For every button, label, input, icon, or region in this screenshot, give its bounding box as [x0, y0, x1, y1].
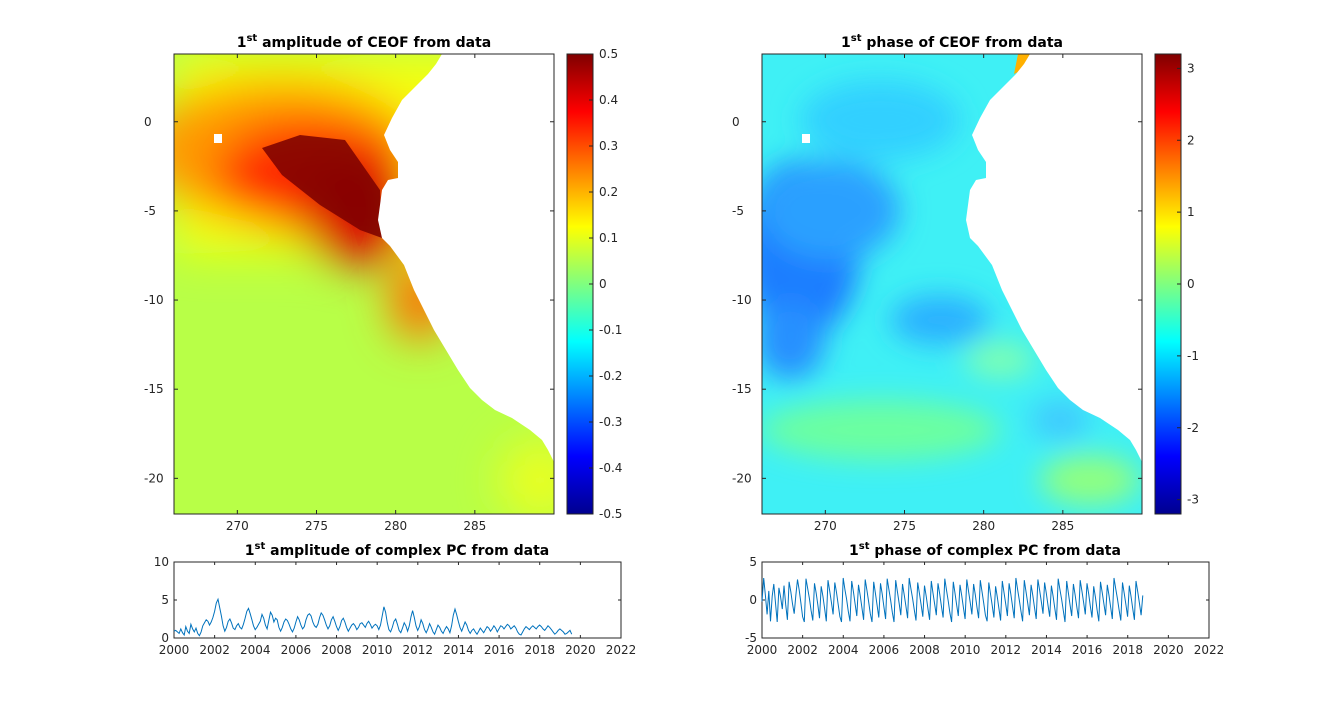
phase-pc-y-tick-label: 0	[749, 593, 757, 607]
amplitude-colorbar-tick-label: 0.2	[599, 185, 618, 199]
amplitude-pc-panel: 1st amplitude of complex PC from data 20…	[154, 541, 637, 657]
amplitude-map-axes: 270 275 280 285 0 -5 -10 -15 -20	[144, 54, 554, 533]
amplitude-pc-x-tick-label: 2000	[159, 643, 190, 657]
phase-colorbar: 3 2 1 0 -1 -2 -3	[1154, 53, 1199, 515]
phase-colorbar-tick-label: 3	[1187, 61, 1195, 75]
amplitude-pc-x-tick-label: 2006	[281, 643, 312, 657]
amplitude-pc-x-tick-label: 2002	[199, 643, 230, 657]
amplitude-pc-title: 1st amplitude of complex PC from data	[245, 541, 549, 559]
phase-map-y-tick-label: -15	[732, 382, 752, 396]
amplitude-map-y-tick-label: -10	[144, 293, 164, 307]
amplitude-map-y-tick-label: 0	[144, 115, 152, 129]
phase-pc-x-tick-label: 2012	[991, 643, 1022, 657]
phase-map-y-tick-label: -5	[732, 204, 744, 218]
amplitude-map-field	[174, 54, 554, 514]
amplitude-colorbar-tick-label: 0.3	[599, 139, 618, 153]
phase-colorbar-tick-label: 2	[1187, 133, 1195, 147]
phase-pc-y-tick-label: -5	[745, 631, 757, 645]
amplitude-map-y-tick-label: -5	[144, 204, 156, 218]
amplitude-colorbar-tick-label: -0.3	[599, 415, 622, 429]
amplitude-pc-x-tick-label: 2004	[240, 643, 271, 657]
amplitude-pc-y-tick-label: 5	[161, 593, 169, 607]
phase-map-panel: 1st phase of CEOF from data 270 275 280 285…	[732, 33, 1199, 533]
phase-pc-panel: 1st phase of complex PC from data 2000 20…	[745, 541, 1224, 657]
phase-colorbar-tick-label: -2	[1187, 421, 1199, 435]
amplitude-pc-frame	[173, 561, 622, 639]
phase-pc-x-tick-label: 2002	[787, 643, 818, 657]
phase-map-y-tick-label: 0	[732, 115, 740, 129]
amplitude-pc-series-line	[173, 597, 573, 637]
amplitude-pc-x-tick-label: 2022	[606, 643, 637, 657]
phase-pc-x-tick-label: 2016	[1072, 643, 1103, 657]
phase-map-x-tick-label: 285	[1051, 519, 1074, 533]
amplitude-pc-x-tick-label: 2016	[484, 643, 515, 657]
phase-map-y-tick-label: -10	[732, 293, 752, 307]
amplitude-pc-x-tick-label: 2018	[524, 643, 555, 657]
amplitude-pc-x-tick-label: 2020	[565, 643, 596, 657]
amplitude-map-x-tick-label: 285	[463, 519, 486, 533]
phase-pc-x-tick-label: 2004	[828, 643, 859, 657]
amplitude-pc-y-tick-label: 0	[161, 631, 169, 645]
amplitude-pc-y-tick-label: 10	[154, 555, 169, 569]
amplitude-map-y-tick-label: -20	[144, 471, 164, 485]
amplitude-map-panel: 1st amplitude of CEOF from data 270 275 28…	[144, 33, 622, 533]
amplitude-colorbar-tick-label: 0.1	[599, 231, 618, 245]
amplitude-colorbar-tick-label: -0.5	[599, 507, 622, 521]
phase-map-field	[762, 54, 1142, 514]
amplitude-colorbar: 0.5 0.4 0.3 0.2 0.1 0 -0.1 -0.2 -0.3 -0.4 -0.5	[566, 47, 622, 521]
phase-pc-x-tick-label: 2014	[1031, 643, 1062, 657]
phase-pc-x-tick-label: 2000	[747, 643, 778, 657]
phase-map-x-tick-label: 275	[893, 519, 916, 533]
phase-pc-x-tick-label: 2008	[909, 643, 940, 657]
amplitude-pc-x-tick-label: 2012	[403, 643, 434, 657]
amplitude-map-frame	[173, 53, 555, 515]
phase-pc-title: 1st phase of complex PC from data	[849, 541, 1121, 559]
phase-map-title: 1st phase of CEOF from data	[841, 33, 1063, 51]
phase-pc-x-tick-label: 2022	[1194, 643, 1225, 657]
amplitude-map-x-tick-label: 275	[305, 519, 328, 533]
phase-colorbar-tick-label: 1	[1187, 205, 1195, 219]
phase-map-x-tick-label: 270	[814, 519, 837, 533]
amplitude-colorbar-tick-label: 0.5	[599, 47, 618, 61]
phase-pc-x-tick-label: 2020	[1153, 643, 1184, 657]
phase-pc-y-tick-label: 5	[749, 555, 757, 569]
phase-colorbar-tick-label: -3	[1187, 493, 1199, 507]
amplitude-map-y-tick-label: -15	[144, 382, 164, 396]
amplitude-colorbar-tick-label: 0.4	[599, 93, 618, 107]
phase-map-axes: 270 275 280 285 0 -5 -10 -15 -20	[732, 54, 1142, 533]
phase-colorbar-tick-label: 0	[1187, 277, 1195, 291]
phase-pc-x-tick-label: 2010	[950, 643, 981, 657]
phase-pc-x-tick-label: 2006	[869, 643, 900, 657]
phase-map-y-tick-label: -20	[732, 471, 752, 485]
amplitude-colorbar-tick-label: 0	[599, 277, 607, 291]
amplitude-pc-x-tick-label: 2008	[321, 643, 352, 657]
amplitude-colorbar-tick-label: -0.4	[599, 461, 622, 475]
phase-pc-series-line	[761, 577, 1144, 623]
amplitude-pc-x-tick-label: 2014	[443, 643, 474, 657]
amplitude-map-x-tick-label: 270	[226, 519, 249, 533]
phase-pc-x-tick-label: 2018	[1112, 643, 1143, 657]
amplitude-colorbar-tick-label: -0.1	[599, 323, 622, 337]
amplitude-map-x-tick-label: 280	[384, 519, 407, 533]
amplitude-map-title: 1st amplitude of CEOF from data	[237, 33, 492, 51]
phase-map-frame	[761, 53, 1143, 515]
phase-map-x-tick-label: 280	[972, 519, 995, 533]
phase-colorbar-tick-label: -1	[1187, 349, 1199, 363]
amplitude-colorbar-tick-label: -0.2	[599, 369, 622, 383]
amplitude-pc-x-tick-label: 2010	[362, 643, 393, 657]
